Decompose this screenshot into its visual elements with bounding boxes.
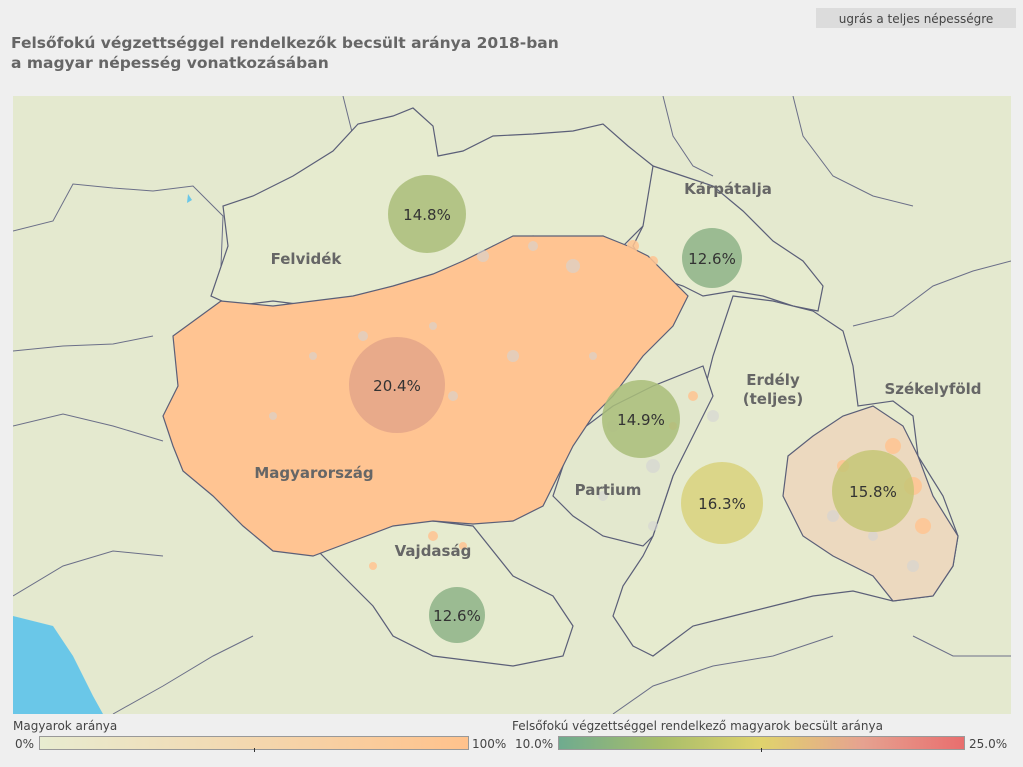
population-legend-title: Magyarok aránya: [13, 719, 118, 733]
szekelyfold-label: Székelyföld: [884, 380, 981, 398]
szekelyfold-value: 15.8%: [849, 483, 897, 501]
erdely-label-line2: (teljes): [743, 390, 803, 408]
vajdasag-value: 12.6%: [433, 607, 481, 625]
karpatalja-value: 12.6%: [688, 250, 736, 268]
map-title: Felsőfokú végzettséggel rendelkezők becs…: [11, 33, 711, 73]
bubble-szekelyfold[interactable]: [832, 450, 914, 532]
karpatalja-label: Kárpátalja: [684, 180, 772, 198]
partium-label: Partium: [575, 481, 642, 499]
population-legend-tick: [254, 748, 255, 752]
title-line-2: a magyar népesség vonatkozásában: [11, 54, 329, 72]
magyarorszag-label: Magyarország: [254, 464, 373, 482]
bubble-vajdasag[interactable]: [429, 587, 485, 643]
bubble-partium[interactable]: [602, 380, 680, 458]
outer-borders: [13, 96, 1011, 714]
education-legend-tick: [761, 748, 762, 752]
value-bubbles: [349, 175, 914, 643]
erdely-label-line1: Erdély: [746, 371, 800, 389]
bubble-erdely[interactable]: [681, 462, 763, 544]
erdely-value: 16.3%: [698, 495, 746, 513]
education-legend-title: Felsőfokú végzettséggel rendelkező magya…: [512, 719, 883, 733]
education-legend-min: 10.0%: [515, 737, 554, 751]
title-line-1: Felsőfokú végzettséggel rendelkezők becs…: [11, 34, 559, 52]
lake-icon: [187, 194, 192, 203]
bubble-felvidek[interactable]: [388, 175, 466, 253]
partium-value: 14.9%: [617, 411, 665, 429]
felvidek-label: Felvidék: [271, 250, 343, 268]
adriatic-sea: [13, 616, 103, 714]
population-legend-min: 0%: [15, 737, 35, 751]
vajdasag-label: Vajdaság: [395, 542, 472, 560]
switch-to-full-population-button[interactable]: ugrás a teljes népességre: [816, 8, 1016, 28]
magyarorszag-value: 20.4%: [373, 377, 421, 395]
bubble-karpatalja[interactable]: [682, 228, 742, 288]
population-legend-max: 100%: [472, 737, 507, 751]
felvidek-value: 14.8%: [403, 206, 451, 224]
education-legend-max: 25.0%: [969, 737, 1008, 751]
map-svg: 14.8% 12.6% 20.4% 14.9% 16.3% 15.8% 12.6…: [13, 96, 1011, 714]
map-canvas[interactable]: 14.8% 12.6% 20.4% 14.9% 16.3% 15.8% 12.6…: [13, 96, 1011, 714]
bubble-magyarorszag[interactable]: [349, 337, 445, 433]
